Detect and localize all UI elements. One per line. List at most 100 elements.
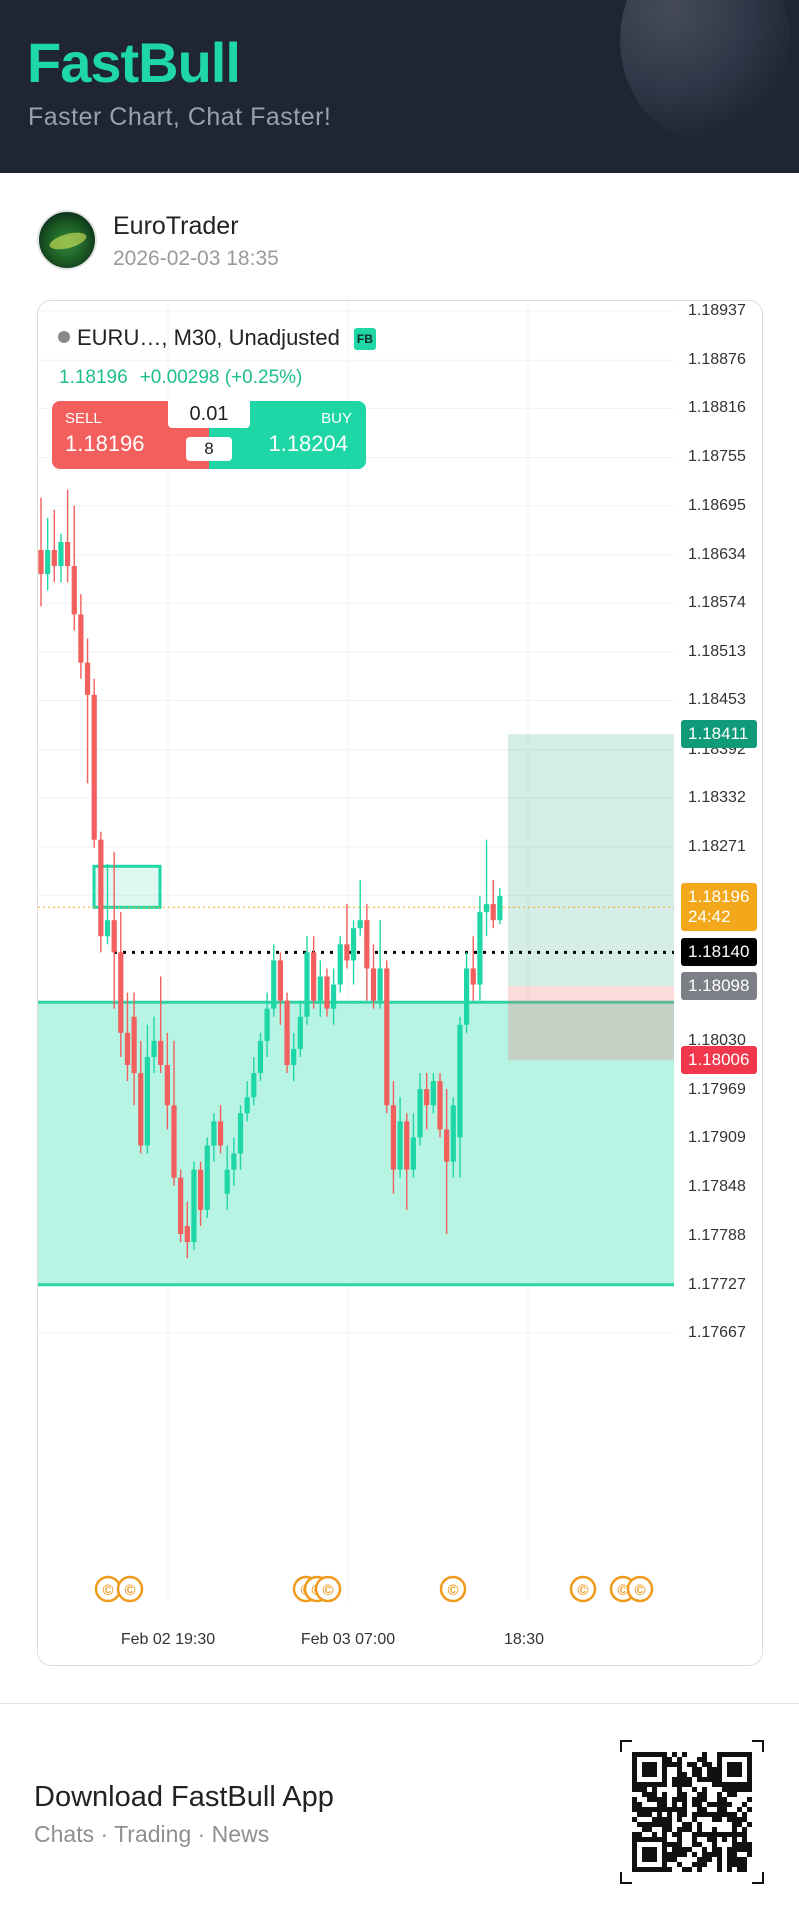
qr-module (647, 1822, 652, 1827)
candle-body (131, 1016, 137, 1074)
qr-module (712, 1772, 717, 1777)
candle-body (45, 550, 51, 575)
qr-module (747, 1807, 752, 1812)
qr-module (697, 1797, 702, 1802)
price-axis-tick: 1.17788 (688, 1226, 746, 1244)
qr-module (727, 1817, 732, 1822)
symbol-header[interactable]: EURU…, M30, Unadjusted FB (58, 325, 376, 351)
candle-body (251, 1073, 257, 1098)
drawn-rectangle (92, 864, 162, 909)
qr-module (632, 1817, 637, 1822)
qr-module (737, 1842, 742, 1847)
dividend-icon (116, 1575, 144, 1603)
qr-module (647, 1797, 652, 1802)
qr-module (652, 1792, 657, 1797)
candle-body (118, 952, 124, 1033)
candle-body (284, 1000, 290, 1066)
qr-module (692, 1842, 697, 1847)
price-axis-tick: 1.17909 (688, 1129, 746, 1147)
qr-module (682, 1812, 687, 1817)
app-header: FastBull Faster Chart, Chat Faster! (0, 0, 799, 173)
lot-size-input[interactable]: 0.01 (168, 401, 250, 428)
qr-module (697, 1767, 702, 1772)
candle-body (224, 1169, 230, 1194)
qr-module (727, 1867, 732, 1872)
candle-body (430, 1081, 436, 1106)
qr-module (677, 1827, 682, 1832)
qr-module (742, 1842, 747, 1847)
qr-module (717, 1802, 722, 1807)
qr-module (682, 1807, 687, 1812)
qr-module (647, 1792, 652, 1797)
price-axis-tick: 1.18453 (688, 691, 746, 709)
qr-module (717, 1857, 722, 1862)
price-axis-tick: 1.18816 (688, 399, 746, 417)
qr-bracket (752, 1882, 764, 1884)
time-axis-tick: 18:30 (503, 1631, 545, 1648)
qr-module (697, 1857, 702, 1862)
candle-body (158, 1040, 164, 1066)
qr-code-icon[interactable] (618, 1738, 766, 1886)
qr-module (692, 1817, 697, 1822)
qr-bracket (762, 1740, 764, 1752)
qr-module (647, 1827, 652, 1832)
qr-module (632, 1802, 637, 1807)
qr-module (702, 1847, 707, 1852)
position-profit-zone (508, 734, 674, 987)
qr-module (637, 1832, 642, 1837)
qr-module (697, 1807, 702, 1812)
qr-module (747, 1822, 752, 1827)
qr-module (677, 1842, 682, 1847)
qr-module (712, 1832, 717, 1837)
qr-bracket (620, 1740, 632, 1742)
qr-module (707, 1852, 712, 1857)
qr-module (667, 1757, 672, 1762)
download-app-title[interactable]: Download FastBull App (34, 1781, 334, 1813)
qr-module (722, 1832, 727, 1837)
brand-logo[interactable]: FastBull (27, 31, 241, 94)
price-axis-tick: 1.18513 (688, 643, 746, 661)
qr-module (657, 1807, 662, 1812)
qr-module (717, 1807, 722, 1812)
qr-module (662, 1807, 667, 1812)
candle-body (370, 968, 377, 1001)
qr-module (697, 1757, 702, 1762)
avatar[interactable] (37, 210, 97, 270)
qr-module (697, 1827, 702, 1832)
candle-body (38, 550, 44, 575)
qr-module (682, 1792, 687, 1797)
dividend-icon-glyph: © (617, 1582, 628, 1599)
candle-body (144, 1056, 150, 1146)
qr-module (692, 1862, 697, 1867)
qr-module (742, 1802, 747, 1807)
qr-bracket (620, 1872, 622, 1884)
qr-module (717, 1867, 722, 1872)
qr-module (682, 1782, 687, 1787)
qr-module (687, 1867, 692, 1872)
dividend-icon-glyph: © (577, 1582, 588, 1599)
qr-module (717, 1862, 722, 1867)
stop-price-tag: 1.18006 (681, 1046, 757, 1075)
spread-badge: 8 (186, 437, 232, 461)
qr-module (712, 1842, 717, 1847)
qr-module (707, 1812, 712, 1817)
qr-module (717, 1792, 722, 1797)
candle-body (217, 1121, 224, 1146)
candlestick-chart[interactable]: ©©©©©©©©© (38, 301, 763, 1666)
qr-module (647, 1812, 652, 1817)
qr-module (722, 1797, 727, 1802)
candle-body (257, 1040, 264, 1074)
qr-bracket (620, 1740, 622, 1752)
qr-module (697, 1777, 702, 1782)
qr-module (687, 1822, 692, 1827)
candle-body (271, 960, 277, 1009)
qr-module (712, 1852, 717, 1857)
username[interactable]: EuroTrader (113, 212, 239, 240)
grey-price-tag: 1.18098 (681, 972, 757, 1001)
candle-body (444, 1129, 450, 1162)
qr-module (702, 1857, 707, 1862)
qr-module (717, 1812, 722, 1817)
qr-module (737, 1862, 742, 1867)
qr-module (687, 1777, 692, 1782)
